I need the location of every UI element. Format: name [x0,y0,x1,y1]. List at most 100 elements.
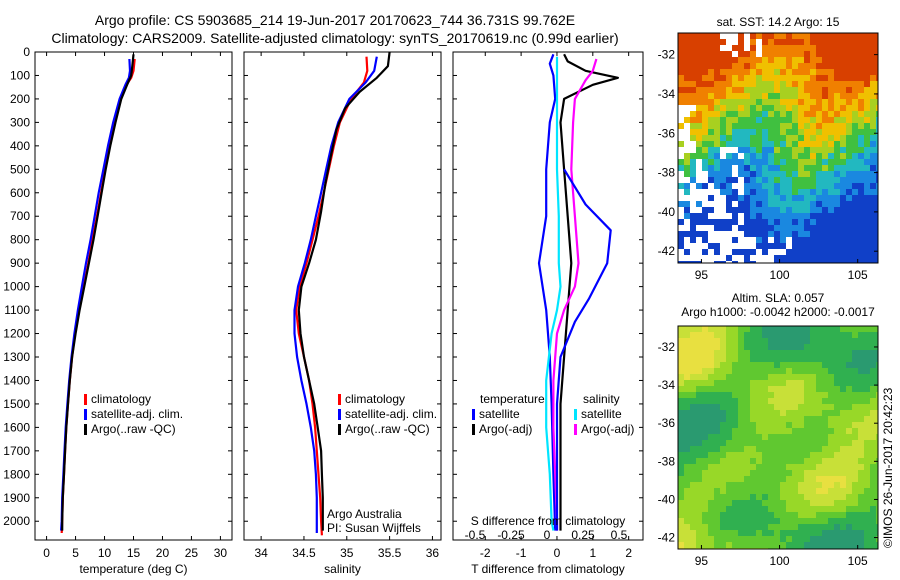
sla_map-cell [810,536,816,542]
sla_map-cell [684,518,690,524]
sst_map-cell [852,69,858,75]
sla_map-cell [810,416,816,422]
sst_map-cell [744,207,750,213]
temperature-series-group [60,54,136,534]
sla_map-cell [810,518,816,524]
sla_map-cell [756,422,762,428]
sla_map-cell [726,482,732,488]
sla_map-cell [738,542,744,548]
sla_map-cell [852,512,858,518]
sla_map-cell [846,494,852,500]
sla_map-cell [876,446,878,452]
sst_map-cell [774,129,780,135]
sst_map-frame [677,32,879,264]
sst_map-cell [816,93,822,99]
sst_map-cell [726,111,732,117]
sst_map-cell [732,135,738,141]
sla_map-cell [828,440,834,446]
salinity-xtick-label: 34.5 [292,546,316,560]
sla_map-cell [744,416,750,422]
sst_map-cell [840,261,846,263]
sla_map-cell [690,422,696,428]
sst_map-cell [840,219,846,225]
sla_map-cell [798,452,804,458]
sst_map-cell [846,81,852,87]
sla_map-cell [762,344,768,350]
diff-xtick2-label: -0.25 [497,528,525,542]
sla_map-cell [852,488,858,494]
sst_map-cell [768,153,774,159]
sst_map-cell [684,225,690,231]
sla_map-cell [798,470,804,476]
sst_map-cell [840,93,846,99]
sla_map-cell [870,428,876,434]
sla_map-cell [768,398,774,404]
sst_map-cell [798,141,804,147]
sla_map-cell [846,488,852,494]
sla_map-cell [864,410,870,416]
sst_map-cell [852,111,858,117]
sla_map-cell [690,350,696,356]
sst_map-cell [876,105,878,111]
sla_map-cell [840,530,846,536]
sla_map-cell [702,392,708,398]
sst_map-cell [828,255,834,261]
sst_map-cell [822,147,828,153]
sla_map-cell [816,386,822,392]
sst_map-cell [750,159,756,165]
temperature-xtick-label: 5 [72,546,79,560]
sla_map-cell [762,386,768,392]
sst_map-cell [876,123,878,129]
sla_map-cell [864,434,870,440]
sla_map-cell [738,338,744,344]
sla_map-cell [762,422,768,428]
sla_map-cell [774,368,780,374]
sst_map-cell [786,63,792,69]
sst_map-cell [702,231,708,237]
sst_map-cell [846,99,852,105]
sla_map-cell [798,464,804,470]
sst_map-cell [870,177,876,183]
sst_map-cell [678,213,684,219]
sst_map-cell [738,69,744,75]
sla_map-cell [816,458,822,464]
sla_map-cell [750,392,756,398]
sla_map-cell [804,434,810,440]
difference-panel: -2 -1 0 1 2T difference from climatologytemp… [452,51,644,576]
sla_map-cell [864,530,870,536]
sst_map-cell [702,183,708,189]
sla_map-cell [834,488,840,494]
sla_map-cell [780,344,786,350]
sla_map-cell [738,434,744,440]
sst_map-cell [876,261,878,263]
sst_map-cell [708,93,714,99]
sst_map-cell [720,243,726,249]
sst_map-cell [708,123,714,129]
sla_map-cell [816,506,822,512]
sst_map-cell [828,189,834,195]
sst_map-cell [768,57,774,63]
sla_map-cell [678,530,684,536]
sst_map-cell [852,249,858,255]
sla_map-cell [690,530,696,536]
sla_map-cell [738,416,744,422]
sst_map-cell [870,171,876,177]
sst_map-cell [768,75,774,81]
sla_map-cell [792,434,798,440]
sla_map-cell [804,458,810,464]
salinity-line-satellite [293,56,378,533]
sla_map-cell [702,374,708,380]
sla_map-cell [690,470,696,476]
sla_map-cell [768,338,774,344]
sst_map-cell [750,219,756,225]
sst_map-cell [822,93,828,99]
sst_map-cell [786,171,792,177]
sla_map-cell [816,434,822,440]
sst_map-cell [732,33,738,39]
sst_map-cell [870,261,876,263]
sla_map-cell [762,332,768,338]
sla_map-cell [738,536,744,542]
sla_map-cell [792,422,798,428]
sla-map-title: Altim. SLA: 0.057 [732,291,825,305]
sla_map-cell [828,332,834,338]
